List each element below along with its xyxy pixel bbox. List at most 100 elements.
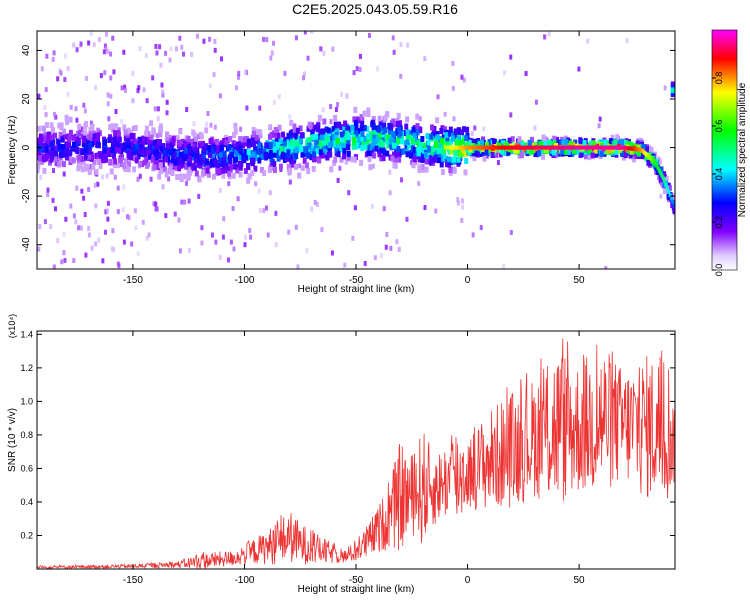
heatmap-cell bbox=[363, 143, 368, 150]
x-tick-label: -100 bbox=[234, 275, 254, 286]
heatmap-cell bbox=[90, 245, 94, 251]
heatmap-cell bbox=[568, 140, 573, 147]
heatmap-cell bbox=[122, 49, 126, 55]
heatmap-cell bbox=[336, 151, 341, 158]
heatmap-cell bbox=[235, 167, 240, 174]
heatmap-cell bbox=[44, 87, 48, 93]
heatmap-cell bbox=[146, 130, 151, 137]
heatmap-cell bbox=[445, 140, 450, 147]
heatmap-cell bbox=[197, 142, 202, 149]
heatmap-cell bbox=[377, 115, 382, 122]
y-tick-label: 1.2 bbox=[20, 363, 33, 373]
heatmap-cell bbox=[363, 260, 367, 266]
heatmap-cell bbox=[302, 71, 306, 77]
heatmap-cell bbox=[362, 110, 367, 117]
heatmap-cell bbox=[216, 146, 221, 153]
heatmap-cell bbox=[243, 69, 247, 75]
heatmap-cell bbox=[126, 142, 131, 149]
heatmap-cell bbox=[438, 147, 443, 154]
heatmap-cell bbox=[257, 157, 262, 164]
heatmap-cell bbox=[537, 150, 542, 157]
heatmap-cell bbox=[102, 154, 107, 161]
heatmap-cell bbox=[487, 139, 492, 146]
heatmap-cell bbox=[552, 135, 557, 142]
heatmap-cell bbox=[155, 206, 159, 212]
heatmap-cell bbox=[59, 122, 64, 129]
heatmap-cell bbox=[446, 156, 451, 163]
heatmap-cell bbox=[360, 121, 365, 128]
heatmap-cell bbox=[556, 148, 561, 155]
heatmap-cell bbox=[587, 154, 592, 161]
heatmap-cell bbox=[228, 158, 233, 165]
heatmap-cell bbox=[373, 129, 378, 136]
heatmap-cell bbox=[307, 137, 312, 144]
heatmap-cell bbox=[433, 150, 438, 157]
heatmap-cell bbox=[205, 167, 210, 174]
heatmap-cell bbox=[61, 161, 66, 168]
heatmap-cell bbox=[355, 143, 360, 150]
y-tick-label: -40 bbox=[21, 237, 32, 252]
heatmap-cell bbox=[346, 154, 351, 161]
heatmap-cell bbox=[227, 170, 232, 177]
heatmap-cell bbox=[268, 124, 273, 131]
heatmap-cell bbox=[371, 124, 376, 131]
heatmap-cell bbox=[99, 153, 104, 160]
heatmap-cell bbox=[561, 140, 566, 147]
heatmap-cell bbox=[431, 159, 436, 166]
heatmap-cell bbox=[116, 209, 120, 215]
heatmap-cell bbox=[295, 128, 300, 135]
heatmap-cell bbox=[415, 129, 420, 136]
heatmap-cell bbox=[582, 140, 587, 147]
heatmap-cell bbox=[641, 143, 646, 150]
heatmap-cell bbox=[269, 156, 274, 163]
heatmap-cell bbox=[83, 123, 88, 130]
heatmap-cell bbox=[161, 92, 165, 98]
heatmap-cell bbox=[165, 134, 170, 141]
heatmap-cell bbox=[74, 219, 78, 225]
heatmap-cell bbox=[395, 239, 399, 245]
heatmap-cell bbox=[346, 125, 351, 132]
heatmap-cell bbox=[58, 153, 63, 160]
heatmap-cell bbox=[462, 126, 467, 133]
heatmap-cell bbox=[288, 179, 292, 185]
heatmap-cell bbox=[164, 171, 169, 178]
heatmap-cell bbox=[443, 111, 447, 117]
heatmap-cell bbox=[163, 149, 168, 156]
heatmap-cell bbox=[458, 151, 463, 158]
heatmap-cell bbox=[449, 148, 454, 155]
heatmap-cell bbox=[356, 136, 361, 143]
heatmap-cell bbox=[62, 231, 66, 237]
heatmap-cell bbox=[297, 172, 302, 179]
heatmap-cell bbox=[147, 153, 152, 160]
heatmap-cell bbox=[439, 161, 444, 168]
heatmap-cell bbox=[409, 130, 414, 137]
heatmap-cell bbox=[294, 224, 298, 230]
heatmap-cell bbox=[109, 93, 113, 99]
heatmap-cell bbox=[426, 139, 431, 146]
heatmap-cell bbox=[597, 123, 601, 129]
heatmap-cell bbox=[629, 141, 634, 148]
heatmap-cell bbox=[113, 123, 118, 130]
heatmap-cell bbox=[236, 164, 241, 171]
heatmap-cell bbox=[547, 139, 552, 146]
heatmap-cell bbox=[157, 153, 162, 160]
heatmap-cell bbox=[87, 169, 92, 176]
heatmap-cell bbox=[451, 85, 455, 91]
y-tick-label: 20 bbox=[21, 93, 32, 105]
heatmap-cell bbox=[613, 139, 618, 146]
heatmap-cell bbox=[366, 150, 371, 157]
heatmap-cell bbox=[312, 156, 317, 163]
heatmap-cell bbox=[97, 36, 101, 42]
heatmap-cell bbox=[565, 137, 570, 144]
heatmap-cell bbox=[90, 123, 95, 130]
heatmap-cell bbox=[233, 163, 238, 170]
heatmap-cell bbox=[87, 134, 92, 141]
heatmap-cell bbox=[342, 153, 347, 160]
heatmap-cell bbox=[65, 119, 70, 126]
bottom-y-multiplier: (x10⁴) bbox=[7, 314, 17, 338]
heatmap-cell bbox=[345, 93, 349, 99]
heatmap-cell bbox=[315, 148, 320, 155]
heatmap-cell bbox=[60, 259, 64, 265]
heatmap-cell bbox=[102, 148, 107, 155]
heatmap-cell bbox=[275, 141, 280, 148]
